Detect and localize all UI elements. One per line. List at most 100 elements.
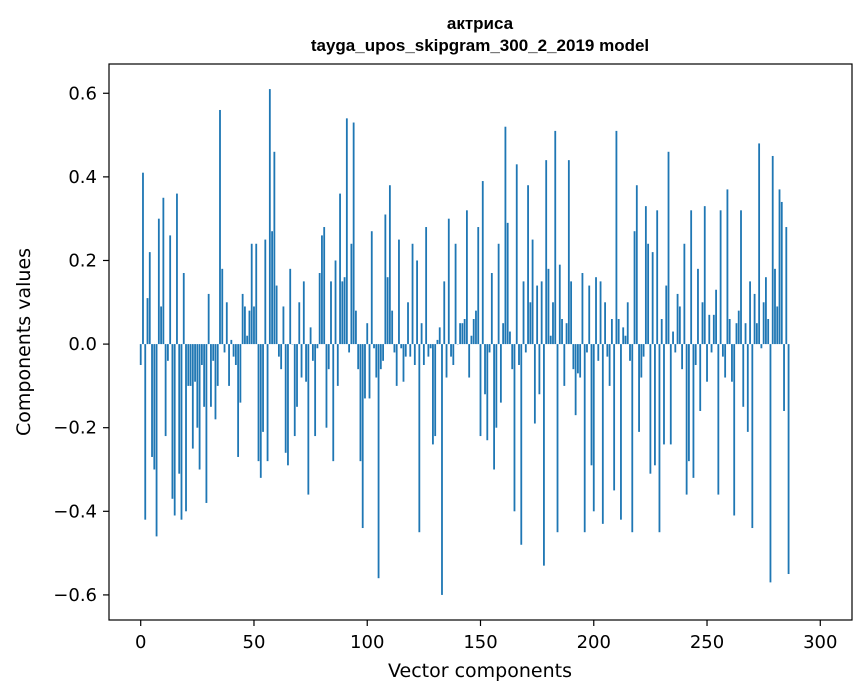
y-tick-label: 0.0	[68, 334, 97, 355]
bar	[225, 302, 228, 345]
bar	[524, 344, 527, 353]
bar	[284, 344, 287, 453]
y-tick-label: −0.4	[53, 501, 97, 522]
bar	[776, 306, 779, 345]
bar-series	[139, 89, 790, 595]
bar	[631, 344, 634, 533]
bar	[577, 344, 579, 374]
x-tick-label: 0	[135, 632, 146, 653]
bar	[386, 277, 389, 345]
bar	[325, 344, 328, 428]
bar	[774, 268, 776, 345]
bar	[509, 331, 511, 345]
bar	[715, 289, 717, 345]
bar	[656, 210, 659, 345]
bar	[327, 344, 330, 370]
bar	[155, 344, 158, 537]
bar	[436, 339, 439, 345]
bar	[592, 344, 595, 512]
bar	[384, 214, 387, 345]
bar	[377, 344, 380, 579]
bar	[624, 335, 627, 345]
bar	[753, 293, 756, 345]
bar	[475, 310, 477, 345]
bar	[350, 243, 353, 345]
bar	[425, 227, 428, 345]
bar	[223, 344, 226, 353]
bar	[171, 344, 174, 499]
bar	[246, 335, 249, 345]
y-tick-label: −0.2	[53, 418, 97, 439]
bar	[198, 344, 201, 470]
bar	[398, 239, 400, 345]
bar	[778, 189, 781, 345]
bar	[672, 331, 674, 345]
bar	[549, 335, 552, 345]
bar	[345, 118, 348, 345]
bar	[658, 344, 661, 533]
bar	[755, 323, 758, 345]
bar	[379, 344, 382, 370]
y-tick-label: 0.2	[68, 250, 97, 271]
bar	[617, 319, 620, 345]
bar	[452, 344, 455, 365]
bar	[597, 344, 600, 361]
bar	[318, 273, 321, 345]
bar	[400, 344, 403, 349]
bar	[780, 201, 783, 345]
bar	[162, 197, 165, 345]
bar	[760, 344, 763, 349]
bar	[581, 273, 584, 345]
bar	[289, 268, 292, 345]
bar	[717, 344, 720, 495]
x-tick-label: 200	[577, 632, 611, 653]
bar	[721, 344, 724, 357]
bar	[703, 206, 706, 345]
bar	[316, 344, 319, 349]
bar	[404, 344, 407, 357]
bar	[370, 231, 373, 345]
bar	[608, 344, 611, 386]
bar	[450, 344, 452, 357]
bar	[556, 344, 559, 533]
bar	[142, 172, 144, 345]
bar	[441, 344, 443, 595]
bar	[282, 306, 285, 345]
bar	[629, 344, 631, 361]
bar	[676, 293, 679, 345]
bar	[357, 344, 360, 370]
bar	[765, 277, 767, 345]
bar	[708, 314, 711, 345]
bar	[388, 185, 391, 345]
bar	[604, 302, 606, 345]
bar	[334, 260, 337, 345]
bar	[654, 344, 656, 466]
bar	[427, 344, 430, 357]
bar	[416, 260, 418, 345]
bar	[499, 344, 502, 403]
bar	[701, 302, 704, 345]
bar	[445, 344, 448, 378]
bar	[191, 344, 194, 449]
bar	[511, 344, 514, 370]
bar	[536, 285, 539, 345]
bar	[232, 344, 235, 357]
bar	[157, 218, 160, 345]
bar	[735, 323, 738, 345]
bar	[352, 122, 355, 345]
bar	[665, 285, 668, 345]
bar	[237, 344, 240, 457]
bar	[271, 231, 273, 345]
bar	[429, 344, 432, 349]
bar	[264, 239, 267, 345]
bar	[728, 319, 731, 345]
bar	[466, 210, 468, 345]
bar	[241, 293, 244, 345]
bar	[309, 327, 312, 345]
bar	[724, 344, 727, 378]
bar	[579, 344, 582, 378]
bar	[783, 344, 785, 411]
bar	[216, 344, 219, 386]
bar	[663, 344, 665, 445]
bar	[484, 344, 486, 395]
